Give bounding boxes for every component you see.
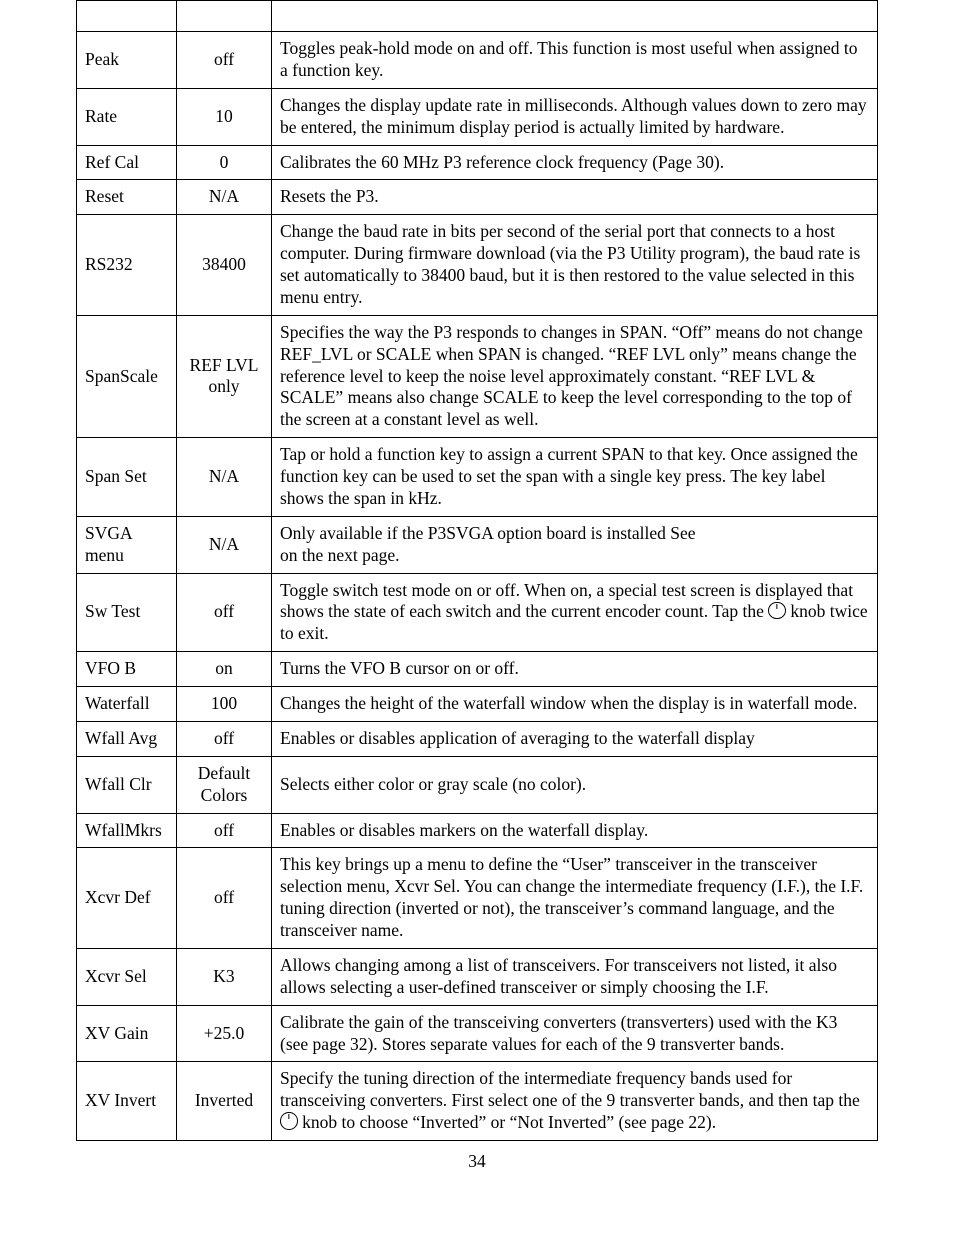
param-description: Tap or hold a function key to assign a c… (272, 438, 878, 517)
select-knob-icon (768, 602, 786, 620)
select-knob-icon (280, 1112, 298, 1130)
param-name: XV Gain (77, 1005, 177, 1062)
param-description: This key brings up a menu to define the … (272, 848, 878, 949)
param-name: Sw Test (77, 573, 177, 652)
param-default: Inverted (177, 1062, 272, 1141)
param-default: 0 (177, 145, 272, 180)
param-description: Enables or disables markers on the water… (272, 813, 878, 848)
param-description: Resets the P3. (272, 180, 878, 215)
param-description: Specify the tuning direction of the inte… (272, 1062, 878, 1141)
param-name: SpanScale (77, 315, 177, 437)
param-name: Ref Cal (77, 145, 177, 180)
table-row: Wfall AvgoffEnables or disables applicat… (77, 721, 878, 756)
param-default: off (177, 573, 272, 652)
param-default: off (177, 721, 272, 756)
table-row: Waterfall100Changes the height of the wa… (77, 687, 878, 722)
table-row: SpanScaleREF LVL onlySpecifies the way t… (77, 315, 878, 437)
table-row: Ref Cal0Calibrates the 60 MHz P3 referen… (77, 145, 878, 180)
spacer-cell (177, 1, 272, 32)
table-row: Xcvr SelK3Allows changing among a list o… (77, 948, 878, 1005)
table-row: Sw TestoffToggle switch test mode on or … (77, 573, 878, 652)
param-description: Calibrates the 60 MHz P3 reference clock… (272, 145, 878, 180)
param-description: Only available if the P3SVGA option boar… (272, 516, 878, 573)
param-name: WfallMkrs (77, 813, 177, 848)
param-default: 100 (177, 687, 272, 722)
param-name: VFO B (77, 652, 177, 687)
table-row: PeakoffToggles peak-hold mode on and off… (77, 32, 878, 89)
table-row: XV InvertInvertedSpecify the tuning dire… (77, 1062, 878, 1141)
param-name: Xcvr Def (77, 848, 177, 949)
param-description: Specifies the way the P3 responds to cha… (272, 315, 878, 437)
table-row: Rate10Changes the display update rate in… (77, 88, 878, 145)
param-name: Waterfall (77, 687, 177, 722)
param-name: Span Set (77, 438, 177, 517)
param-name: Wfall Clr (77, 756, 177, 813)
page-number: 34 (76, 1151, 878, 1172)
param-name: Peak (77, 32, 177, 89)
param-default: off (177, 848, 272, 949)
param-name: RS232 (77, 215, 177, 316)
param-default: on (177, 652, 272, 687)
param-description: Toggles peak-hold mode on and off. This … (272, 32, 878, 89)
spacer-row (77, 1, 878, 32)
param-name: XV Invert (77, 1062, 177, 1141)
param-name: SVGA menu (77, 516, 177, 573)
param-default: N/A (177, 438, 272, 517)
param-default: 38400 (177, 215, 272, 316)
param-description: Allows changing among a list of transcei… (272, 948, 878, 1005)
param-description: Enables or disables application of avera… (272, 721, 878, 756)
param-default: N/A (177, 516, 272, 573)
param-description: Toggle switch test mode on or off. When … (272, 573, 878, 652)
table-row: XV Gain+25.0Calibrate the gain of the tr… (77, 1005, 878, 1062)
param-default: +25.0 (177, 1005, 272, 1062)
table-row: ResetN/AResets the P3. (77, 180, 878, 215)
param-description: Calibrate the gain of the transceiving c… (272, 1005, 878, 1062)
param-description: Changes the display update rate in milli… (272, 88, 878, 145)
param-default: N/A (177, 180, 272, 215)
table-row: Xcvr DefoffThis key brings up a menu to … (77, 848, 878, 949)
param-default: 10 (177, 88, 272, 145)
param-default: Default Colors (177, 756, 272, 813)
table-row: VFO BonTurns the VFO B cursor on or off. (77, 652, 878, 687)
param-default: off (177, 32, 272, 89)
param-default: off (177, 813, 272, 848)
table-row: Wfall ClrDefault ColorsSelects either co… (77, 756, 878, 813)
param-name: Wfall Avg (77, 721, 177, 756)
param-description: Selects either color or gray scale (no c… (272, 756, 878, 813)
spacer-cell (272, 1, 878, 32)
table-row: RS23238400Change the baud rate in bits p… (77, 215, 878, 316)
param-default: REF LVL only (177, 315, 272, 437)
spacer-cell (77, 1, 177, 32)
param-name: Xcvr Sel (77, 948, 177, 1005)
param-description: Changes the height of the waterfall wind… (272, 687, 878, 722)
menu-table: PeakoffToggles peak-hold mode on and off… (76, 0, 878, 1141)
menu-table-body: PeakoffToggles peak-hold mode on and off… (77, 1, 878, 1141)
param-description: Change the baud rate in bits per second … (272, 215, 878, 316)
table-row: WfallMkrsoffEnables or disables markers … (77, 813, 878, 848)
param-description: Turns the VFO B cursor on or off. (272, 652, 878, 687)
param-name: Rate (77, 88, 177, 145)
table-row: SVGA menuN/AOnly available if the P3SVGA… (77, 516, 878, 573)
page: PeakoffToggles peak-hold mode on and off… (0, 0, 954, 1212)
param-default: K3 (177, 948, 272, 1005)
table-row: Span SetN/ATap or hold a function key to… (77, 438, 878, 517)
param-name: Reset (77, 180, 177, 215)
